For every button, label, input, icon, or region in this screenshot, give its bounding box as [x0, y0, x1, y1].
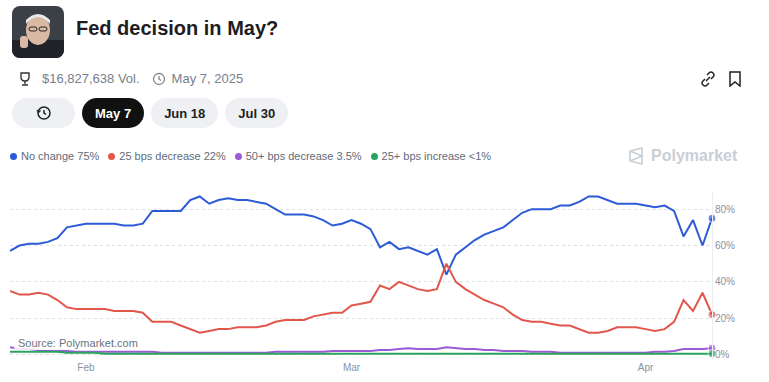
svg-text:60%: 60% [715, 240, 735, 251]
svg-text:Mar: Mar [343, 362, 361, 373]
html-text:No change 75%: No change 75% [21, 150, 100, 162]
html-text:Fed decision in May?: Fed decision in May? [76, 17, 279, 39]
html-text:Jun 18: Jun 18 [164, 105, 206, 121]
html-text:25 bps decrease 22%: 25 bps decrease 22% [119, 150, 226, 162]
html-text:Jul 30: Jul 30 [238, 105, 276, 121]
html-text:50+ bps decrease 3.5%: 50+ bps decrease 3.5% [245, 150, 362, 162]
svg-text:80%: 80% [715, 204, 735, 215]
html-text:Source: Polymarket.com: Source: Polymarket.com [18, 337, 138, 349]
html-text:$16,827,638 Vol.: $16,827,638 Vol. [42, 71, 140, 86]
svg-text:Apr: Apr [638, 362, 654, 373]
html-text:Polymarket: Polymarket [651, 147, 738, 164]
html-text:May 7: May 7 [95, 105, 132, 121]
svg-text:40%: 40% [715, 276, 735, 287]
html-text:May 7, 2025: May 7, 2025 [171, 71, 244, 86]
svg-text:0%: 0% [715, 349, 730, 360]
html-text:25+ bps increase <1%: 25+ bps increase <1% [381, 150, 492, 162]
svg-text:Feb: Feb [77, 362, 95, 373]
svg-text:20%: 20% [715, 313, 735, 324]
